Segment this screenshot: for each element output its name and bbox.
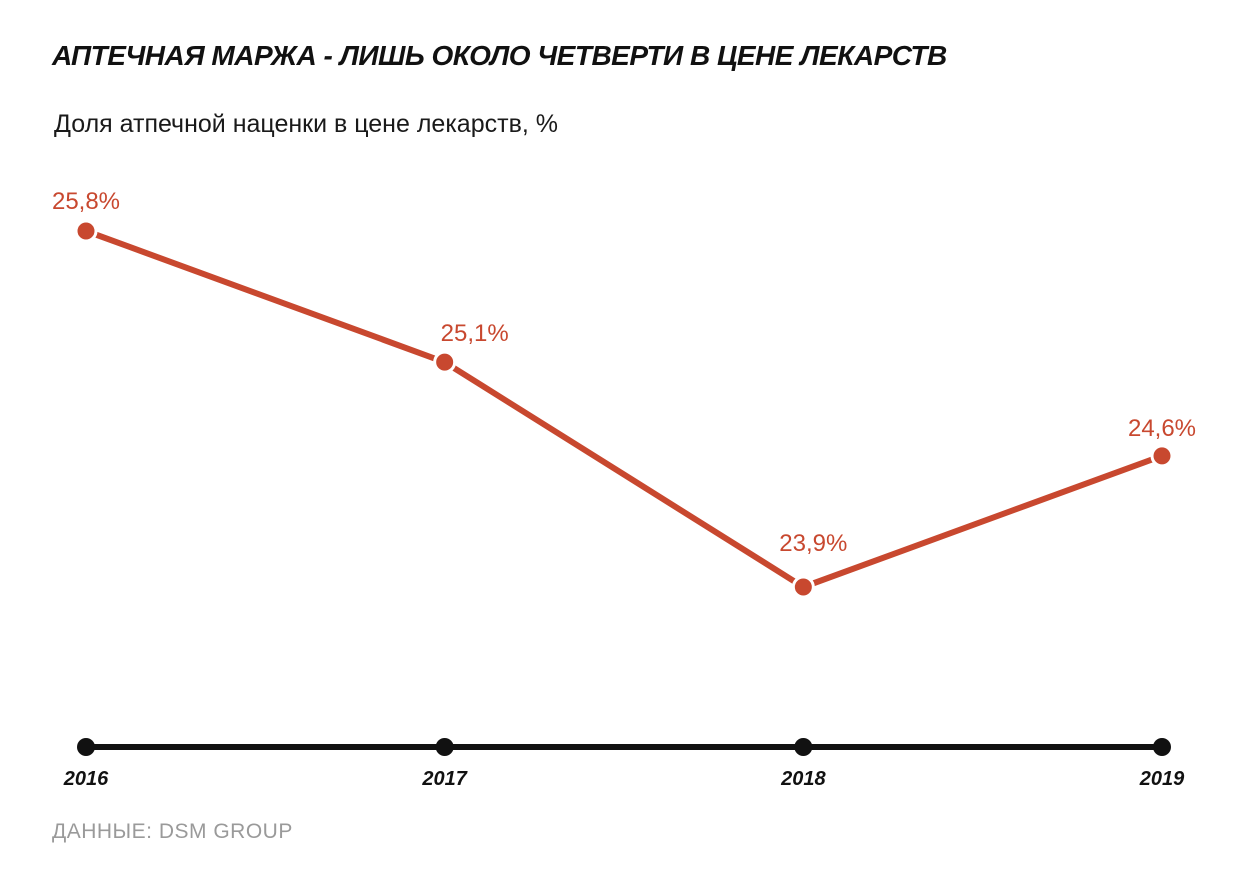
data-point [74, 219, 98, 243]
data-point [791, 575, 815, 599]
x-tick-label: 2018 [780, 768, 826, 790]
x-axis: 2016 2017 2018 2019 [63, 738, 1185, 790]
x-axis-tick-dot [77, 738, 95, 756]
series-line [83, 228, 1165, 591]
x-axis-tick-dot [1153, 738, 1171, 756]
data-point [433, 350, 457, 374]
chart-title: АПТЕЧНАЯ МАРЖА - ЛИШЬ ОКОЛО ЧЕТВЕРТИ В Ц… [52, 40, 947, 71]
x-tick-label: 2019 [1139, 768, 1185, 790]
series-line-group [74, 219, 1174, 599]
data-label: 25,8% [52, 188, 120, 215]
chart-subtitle: Доля атпечной наценки в цене лекарств, % [54, 110, 558, 138]
x-axis-tick-dot [794, 738, 813, 756]
x-axis-tick-dot [435, 738, 454, 756]
data-label: 25,1% [441, 320, 509, 347]
data-label: 24,6% [1128, 415, 1196, 442]
data-labels: 25,8% 25,1% 23,9% 24,6% [52, 188, 1196, 557]
source-note: ДАННЫЕ: DSM GROUP [52, 820, 293, 843]
x-tick-label: 2016 [63, 768, 109, 790]
data-label: 23,9% [779, 530, 847, 557]
data-point [1150, 444, 1174, 468]
x-tick-label: 2017 [421, 768, 467, 790]
